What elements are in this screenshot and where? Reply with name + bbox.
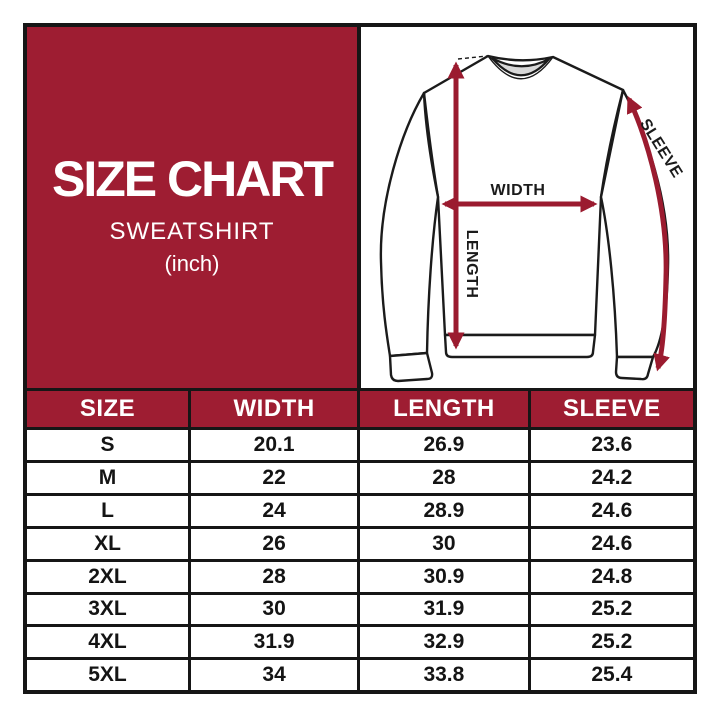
table-row: XL 26 30 24.6 (27, 525, 693, 562)
sleeve-cell: 24.8 (527, 558, 693, 595)
top-section: SIZE CHART SWEATSHIRT (inch) (27, 27, 693, 391)
col-header-width: WIDTH (187, 391, 361, 430)
sleeve-cell: 25.2 (527, 624, 693, 661)
chart-frame: SIZE CHART SWEATSHIRT (inch) (23, 23, 697, 694)
width-cell: 34 (187, 657, 361, 690)
size-cell: M (27, 459, 191, 496)
width-cell: 28 (187, 558, 361, 595)
col-header-length: LENGTH (357, 391, 531, 430)
width-cell: 26 (187, 525, 361, 562)
length-cell: 31.9 (357, 591, 531, 628)
length-cell: 33.8 (357, 657, 531, 690)
size-cell: XL (27, 525, 191, 562)
width-label: WIDTH (491, 182, 546, 199)
size-cell: S (27, 427, 191, 463)
size-cell: 3XL (27, 591, 191, 628)
length-label: LENGTH (463, 230, 480, 299)
table-row: 3XL 30 31.9 25.2 (27, 591, 693, 628)
table-row: 4XL 31.9 32.9 25.2 (27, 624, 693, 661)
width-cell: 22 (187, 459, 361, 496)
garment-subtitle: SWEATSHIRT (109, 218, 275, 245)
table-row: 5XL 34 33.8 25.4 (27, 657, 693, 690)
length-cell: 30.9 (357, 558, 531, 595)
col-header-sleeve: SLEEVE (527, 391, 693, 430)
table-row: L 24 28.9 24.6 (27, 492, 693, 529)
sleeve-cell: 25.2 (527, 591, 693, 628)
width-cell: 31.9 (187, 624, 361, 661)
sleeve-cell: 23.6 (527, 427, 693, 463)
title-panel: SIZE CHART SWEATSHIRT (inch) (27, 27, 361, 388)
table-row: M 22 28 24.2 (27, 459, 693, 496)
page-title: SIZE CHART (52, 151, 334, 207)
table-row: 2XL 28 30.9 24.8 (27, 558, 693, 595)
sleeve-cell: 24.6 (527, 492, 693, 529)
sleeve-cell: 24.6 (527, 525, 693, 562)
unit-label: (inch) (164, 251, 220, 276)
size-cell: 2XL (27, 558, 191, 595)
width-cell: 24 (187, 492, 361, 529)
sleeve-arrow (626, 95, 670, 372)
sleeve-cell: 25.4 (527, 657, 693, 690)
col-header-size: SIZE (27, 391, 191, 430)
width-cell: 30 (187, 591, 361, 628)
length-cell: 32.9 (357, 624, 531, 661)
size-cell: 5XL (27, 657, 191, 690)
sweatshirt-outline-icon (379, 54, 670, 383)
table-header-row: SIZE WIDTH LENGTH SLEEVE (27, 391, 693, 430)
width-cell: 20.1 (187, 427, 361, 463)
length-cell: 30 (357, 525, 531, 562)
length-cell: 28 (357, 459, 531, 496)
size-cell: 4XL (27, 624, 191, 661)
sweatshirt-diagram-svg: WIDTH LENGTH SLEEVE (379, 54, 686, 383)
sleeve-cell: 24.2 (527, 459, 693, 496)
size-cell: L (27, 492, 191, 529)
table-row: S 20.1 26.9 23.6 (27, 427, 693, 463)
length-cell: 28.9 (357, 492, 531, 529)
length-cell: 26.9 (357, 427, 531, 463)
measurement-diagram: WIDTH LENGTH SLEEVE (361, 27, 693, 388)
size-table: SIZE WIDTH LENGTH SLEEVE S 20.1 26.9 23.… (27, 391, 693, 690)
